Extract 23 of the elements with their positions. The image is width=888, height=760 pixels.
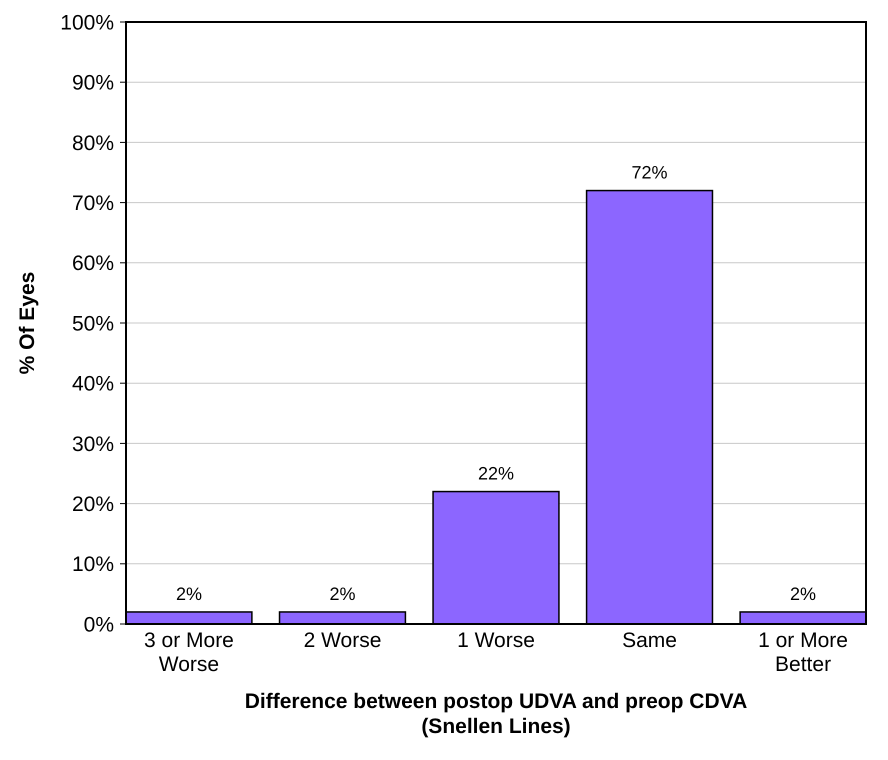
y-tick-label: 50% [72, 312, 114, 336]
x-axis-title: Difference between postop UDVA and preop CDVA (Snellen Lines) [244, 690, 748, 738]
y-tick-label: 10% [72, 553, 114, 576]
x-tick-label: 1 Worse [457, 629, 535, 652]
data-label: 2% [790, 584, 816, 604]
x-tick-label: Same [622, 629, 677, 652]
y-tick-label: 20% [72, 492, 114, 516]
data-label: 72% [632, 162, 668, 183]
x-tick-label: 1 or More Better [758, 629, 848, 676]
x-tick-label: 2 Worse [304, 629, 382, 652]
y-tick-label: 40% [72, 372, 114, 396]
data-label: 2% [176, 584, 202, 604]
y-tick-label: 90% [72, 72, 114, 95]
y-axis-title: % Of Eyes [16, 272, 39, 374]
data-label: 22% [478, 464, 514, 484]
data-label: 2% [329, 584, 356, 604]
y-tick-label: 70% [72, 192, 114, 215]
y-tick-label: 0% [84, 613, 114, 636]
y-tick-label: 100% [60, 11, 114, 34]
y-tick-label: 60% [72, 252, 114, 276]
x-tick-label: 3 or More Worse [144, 629, 234, 676]
y-tick-label: 30% [72, 432, 114, 456]
y-tick-label: 80% [72, 132, 114, 155]
